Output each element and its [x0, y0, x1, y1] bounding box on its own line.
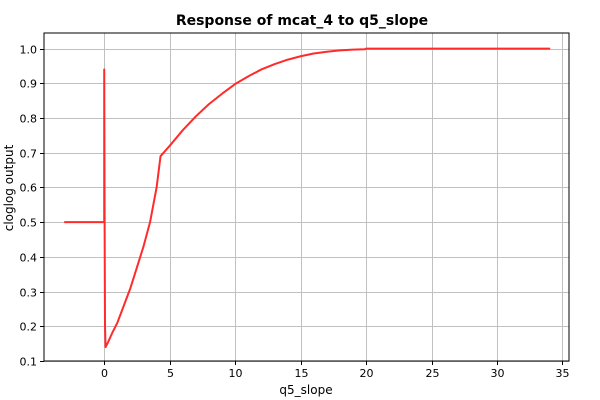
series-layer — [63, 47, 551, 349]
y-tick-label: 0.3 — [20, 287, 38, 300]
x-tick-label: 25 — [426, 367, 440, 380]
x-tick-label: 35 — [556, 367, 570, 380]
plot-frame — [43, 32, 570, 362]
y-tick-label: 0.7 — [20, 148, 38, 161]
chart-title: Response of mcat_4 to q5_slope — [176, 13, 428, 29]
plot-area — [44, 33, 569, 361]
y-axis-label: cloglog output — [2, 144, 16, 231]
series-line — [63, 47, 551, 349]
x-axis-ticks: 0 5 10 15 20 25 30 35 — [101, 361, 570, 380]
x-tick-label: 10 — [229, 367, 243, 380]
y-tick-label: 0.9 — [20, 78, 38, 91]
x-tick-label: 5 — [167, 367, 174, 380]
y-tick-label: 0.1 — [20, 356, 38, 369]
x-tick-label: 15 — [295, 367, 309, 380]
x-tick-label: 20 — [360, 367, 374, 380]
y-tick-label: 0.5 — [20, 217, 38, 230]
y-axis-ticks: 0.1 0.2 0.3 0.4 0.5 0.6 0.7 0.8 0.9 1.0 — [20, 44, 44, 369]
y-tick-label: 0.6 — [20, 182, 38, 195]
y-tick-label: 0.4 — [20, 252, 38, 265]
y-tick-label: 0.2 — [20, 321, 38, 334]
x-tick-label: 0 — [101, 367, 108, 380]
x-tick-label: 30 — [491, 367, 505, 380]
x-axis-label: q5_slope — [279, 383, 332, 397]
y-tick-label: 0.8 — [20, 113, 38, 126]
y-tick-label: 1.0 — [20, 44, 38, 57]
